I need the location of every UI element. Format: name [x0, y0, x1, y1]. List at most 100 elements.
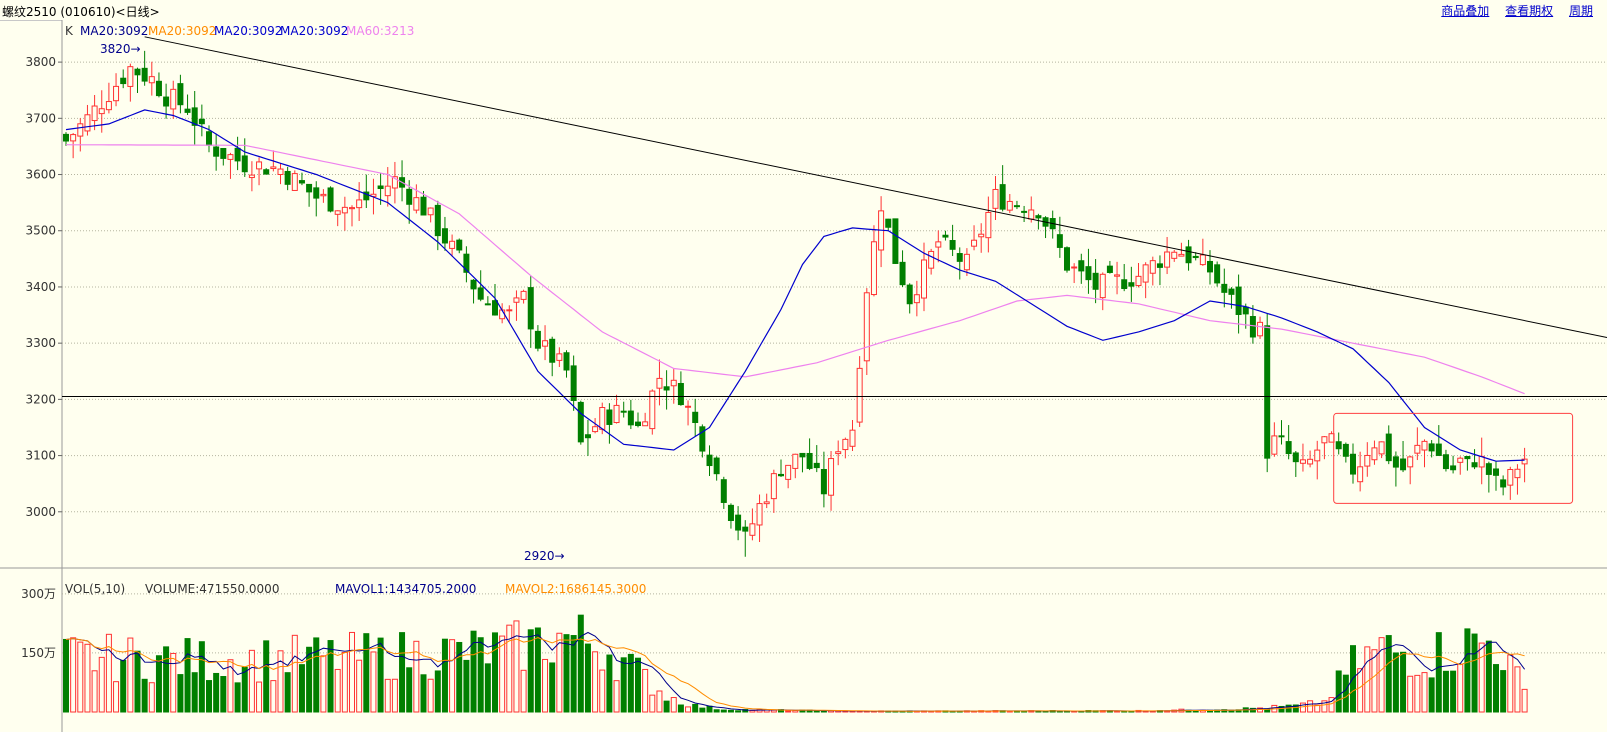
legend-volume: VOLUME:471550.0000 [145, 582, 279, 596]
candle-body [1228, 288, 1235, 295]
volume-bar [463, 659, 470, 713]
volume-bar [384, 678, 391, 713]
volume-bar [1478, 642, 1485, 713]
candle-body [1114, 274, 1121, 277]
volume-bar [649, 694, 656, 713]
candle-body [1307, 458, 1314, 465]
candle-body [513, 297, 520, 303]
candle-body [542, 340, 549, 347]
candle-body [756, 503, 763, 526]
candle-body [248, 174, 255, 179]
volume-bar [720, 709, 727, 713]
volume-bar [756, 709, 763, 713]
candle-body [477, 287, 484, 300]
candle-body [906, 284, 913, 305]
volume-bar [692, 703, 699, 713]
volume-bar [1500, 670, 1507, 713]
candle-body [470, 279, 477, 290]
legend-k: K [65, 24, 74, 38]
candle-body [1192, 255, 1199, 259]
candle-body [177, 83, 184, 106]
volume-bar [391, 678, 398, 713]
candle-body [1414, 444, 1421, 454]
volume-bar [1471, 633, 1478, 713]
volume-bar [477, 637, 484, 713]
price-tick-label: 3300 [25, 336, 56, 350]
volume-bar [1457, 663, 1464, 713]
candle-body [813, 462, 820, 469]
volume-bar [334, 668, 341, 713]
volume-bar [263, 640, 270, 713]
candle-body [506, 309, 513, 312]
candle-body [1378, 441, 1385, 455]
candle-body [406, 188, 413, 205]
candle-body [1493, 468, 1499, 476]
volume-bar [134, 650, 141, 713]
candle-body [1278, 435, 1285, 438]
candle-body [1364, 454, 1371, 467]
candle-body [899, 261, 906, 286]
candle-body [720, 479, 727, 503]
candle-body [391, 176, 398, 189]
candle-body [928, 250, 935, 269]
view-options-link[interactable]: 查看期权 [1505, 4, 1554, 18]
volume-bar [256, 681, 263, 713]
volume-bar [213, 672, 220, 713]
candle-body [956, 253, 963, 262]
candle-body [842, 438, 849, 451]
candle-body [363, 191, 370, 201]
volume-bar [120, 659, 127, 713]
volume-bar [363, 633, 370, 713]
candle-body [785, 464, 792, 480]
candle-body [270, 166, 277, 170]
candle-body [1428, 443, 1435, 452]
candle-body [1457, 457, 1464, 463]
candle-body [563, 352, 570, 371]
candle-body [105, 101, 112, 111]
candle-body [1056, 234, 1063, 248]
candle-body [1321, 436, 1328, 444]
candle-body [1156, 263, 1163, 268]
candle-body [291, 173, 298, 191]
legend-ma60: MA60:3213 [346, 24, 414, 38]
candle-body [592, 426, 599, 433]
overlay-commodity-link[interactable]: 商品叠加 [1441, 4, 1490, 18]
period-link[interactable]: 周期 [1568, 4, 1593, 18]
volume-bar [413, 640, 420, 713]
candle-body [220, 148, 227, 159]
kline-chart[interactable]: 3800 3700 3600 3500 3400 3300 3200 3100 3000 300… [0, 20, 1607, 732]
volume-bar [341, 651, 348, 713]
candle-body [749, 523, 756, 536]
price-tick-label: 3400 [25, 280, 56, 294]
candle-body [1257, 321, 1264, 337]
candle-body [971, 239, 978, 247]
legend-vol: VOL(5,10) [65, 582, 125, 596]
candle-body [799, 452, 806, 458]
volume-bar [198, 641, 205, 713]
candle-body [963, 253, 970, 271]
candle-body [441, 228, 448, 244]
candle-body [677, 383, 684, 406]
candle-body [1013, 205, 1020, 208]
candle-body [148, 76, 155, 84]
candle-body [1199, 254, 1206, 266]
candle-body [1028, 209, 1035, 220]
candle-body [1450, 465, 1457, 471]
volume-bar [1371, 649, 1378, 713]
candle-body [649, 390, 656, 430]
candle-body [1350, 453, 1356, 475]
volume-bar [248, 649, 255, 713]
volume-bar [91, 670, 98, 713]
candle-body [1271, 435, 1278, 455]
candle-body [98, 108, 105, 115]
candle-body [1149, 260, 1156, 274]
volume-bar [1521, 688, 1528, 713]
candle-body [413, 197, 420, 211]
high-label: 3820→ [100, 42, 141, 56]
candle-body [463, 253, 470, 273]
candle-body [1478, 455, 1485, 468]
candle-body [1407, 456, 1414, 468]
volume-bar [499, 635, 506, 713]
candle-body [1071, 266, 1078, 269]
consolidation-box [1333, 412, 1574, 504]
